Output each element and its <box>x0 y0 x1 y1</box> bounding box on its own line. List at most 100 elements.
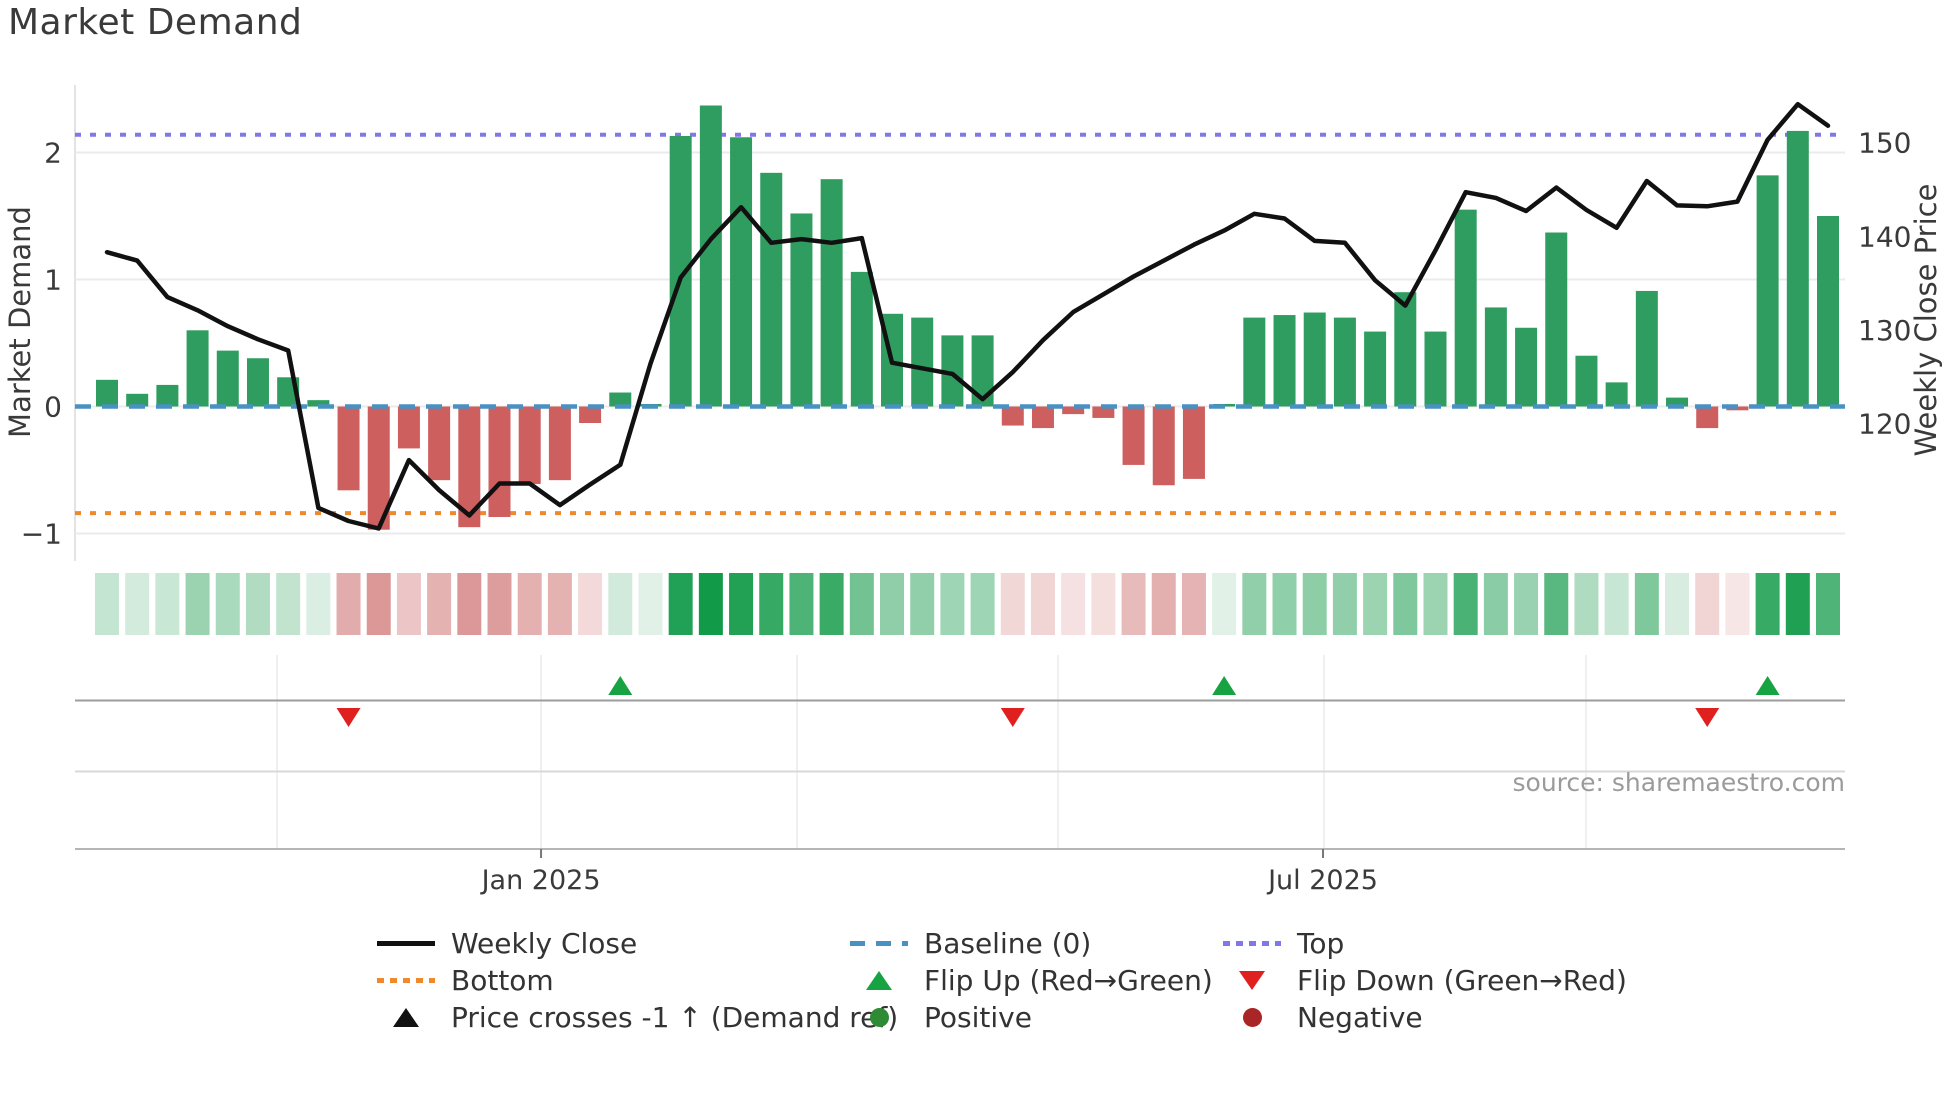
legend-item[interactable]: Positive <box>850 1000 1032 1034</box>
demand-bar <box>216 350 239 407</box>
heatmap-cell <box>276 573 301 635</box>
legend-item[interactable]: Bottom <box>377 963 554 997</box>
demand-bar <box>307 400 330 407</box>
demand-bar <box>1394 292 1417 407</box>
legend-label: Positive <box>924 1000 1032 1034</box>
heatmap-cell <box>517 573 542 635</box>
demand-bar <box>1333 317 1356 407</box>
legend-item[interactable]: Price crosses -1 ↑ (Demand ref) <box>377 1000 898 1034</box>
right-axis-tick-label: 130 <box>1858 314 1911 347</box>
demand-bar <box>1424 331 1447 407</box>
heatmap-cell <box>789 573 814 635</box>
demand-bar <box>1364 331 1387 407</box>
demand-bar <box>760 172 783 407</box>
heatmap-cell <box>1725 573 1750 635</box>
right-axis-tick-label: 120 <box>1858 408 1911 441</box>
demand-bar <box>850 271 873 407</box>
heatmap-cell <box>125 573 150 635</box>
heatmap-cell <box>1091 573 1116 635</box>
demand-bar <box>186 330 209 407</box>
legend-label: Weekly Close <box>451 926 638 960</box>
heatmap-cell <box>1181 573 1206 635</box>
x-tick-label: Jan 2025 <box>480 865 601 896</box>
demand-bar <box>1122 406 1145 465</box>
demand-bar <box>1575 355 1598 407</box>
legend-dotted-swatch <box>1223 940 1281 946</box>
heatmap-cell <box>1574 573 1599 635</box>
legend-triangle-down-swatch <box>1223 970 1281 990</box>
heatmap-cell <box>1695 573 1720 635</box>
demand-bar <box>1182 406 1205 479</box>
demand-bar <box>367 406 390 530</box>
left-axis-tick-label: −1 <box>21 518 62 551</box>
heatmap-cell <box>698 573 723 635</box>
demand-bar <box>1243 317 1266 407</box>
legend-item[interactable]: Flip Up (Red→Green) <box>850 963 1213 997</box>
demand-bar <box>458 406 481 528</box>
legend-item[interactable]: Baseline (0) <box>850 926 1091 960</box>
legend-item[interactable]: Top <box>1223 926 1344 960</box>
heatmap-cell <box>1604 573 1629 635</box>
heatmap-cell <box>608 573 633 635</box>
legend-dotted-swatch <box>377 977 435 983</box>
demand-bar <box>246 358 269 407</box>
demand-bar <box>1515 327 1538 407</box>
legend-item[interactable]: Negative <box>1223 1000 1423 1034</box>
demand-bar <box>428 406 451 481</box>
heatmap-cell <box>457 573 482 635</box>
legend-label: Flip Up (Red→Green) <box>924 963 1213 997</box>
heatmap-cell <box>185 573 210 635</box>
heatmap-cell <box>1061 573 1086 635</box>
demand-bar <box>579 406 602 424</box>
heatmap-cell <box>1151 573 1176 635</box>
demand-bar <box>1454 209 1477 407</box>
heatmap-cell <box>306 573 331 635</box>
demand-bar <box>1545 232 1568 407</box>
weekly-close-line <box>104 101 1831 531</box>
legend-dot-swatch <box>850 1007 908 1027</box>
demand-bar <box>971 335 994 407</box>
heatmap-cell <box>155 573 180 635</box>
demand-bar <box>730 137 753 407</box>
heatmap-cell <box>215 573 240 635</box>
legend-item[interactable]: Flip Down (Green→Red) <box>1223 963 1627 997</box>
demand-bar <box>1786 130 1809 407</box>
demand-bar <box>337 406 360 491</box>
demand-bar <box>156 384 179 407</box>
heatmap-cell <box>819 573 844 635</box>
heatmap-cell <box>1816 573 1840 635</box>
right-axis-title: Weekly Close Price <box>1909 184 1943 457</box>
heatmap-cell <box>1363 573 1388 635</box>
flip-down-marker <box>1695 708 1720 727</box>
demand-bar <box>669 135 692 407</box>
legend-label: Top <box>1297 926 1345 960</box>
demand-bar <box>96 379 118 407</box>
heatmap-cell <box>547 573 572 635</box>
heatmap-cell <box>366 573 391 635</box>
legend-dot-swatch <box>1223 1007 1281 1027</box>
demand-bar <box>1303 312 1326 407</box>
demand-bar <box>1062 406 1085 415</box>
heatmap-cell <box>487 573 512 635</box>
flip-down-marker <box>1000 708 1025 727</box>
heatmap-cell <box>1634 573 1659 635</box>
demand-bar <box>548 406 571 481</box>
flip-up-marker <box>1755 676 1780 695</box>
legend-triangle-up-swatch <box>850 970 908 990</box>
legend-item[interactable]: Weekly Close <box>377 926 637 960</box>
heatmap-cell <box>910 573 935 635</box>
left-axis-tick-label: 2 <box>44 137 62 170</box>
demand-bar <box>941 335 964 407</box>
heatmap-cell <box>759 573 784 635</box>
heatmap-cell <box>336 573 361 635</box>
demand-bar <box>1817 216 1839 407</box>
heatmap-cell <box>1785 573 1810 635</box>
heatmap-cell <box>1272 573 1297 635</box>
x-tick-label: Jul 2025 <box>1266 865 1378 896</box>
demand-bar <box>126 393 149 407</box>
demand-bar <box>1635 290 1658 407</box>
heatmap-cell <box>849 573 874 635</box>
heatmap-cell <box>1755 573 1780 635</box>
left-axis-tick-label: 1 <box>44 264 62 297</box>
demand-bar <box>609 392 632 407</box>
